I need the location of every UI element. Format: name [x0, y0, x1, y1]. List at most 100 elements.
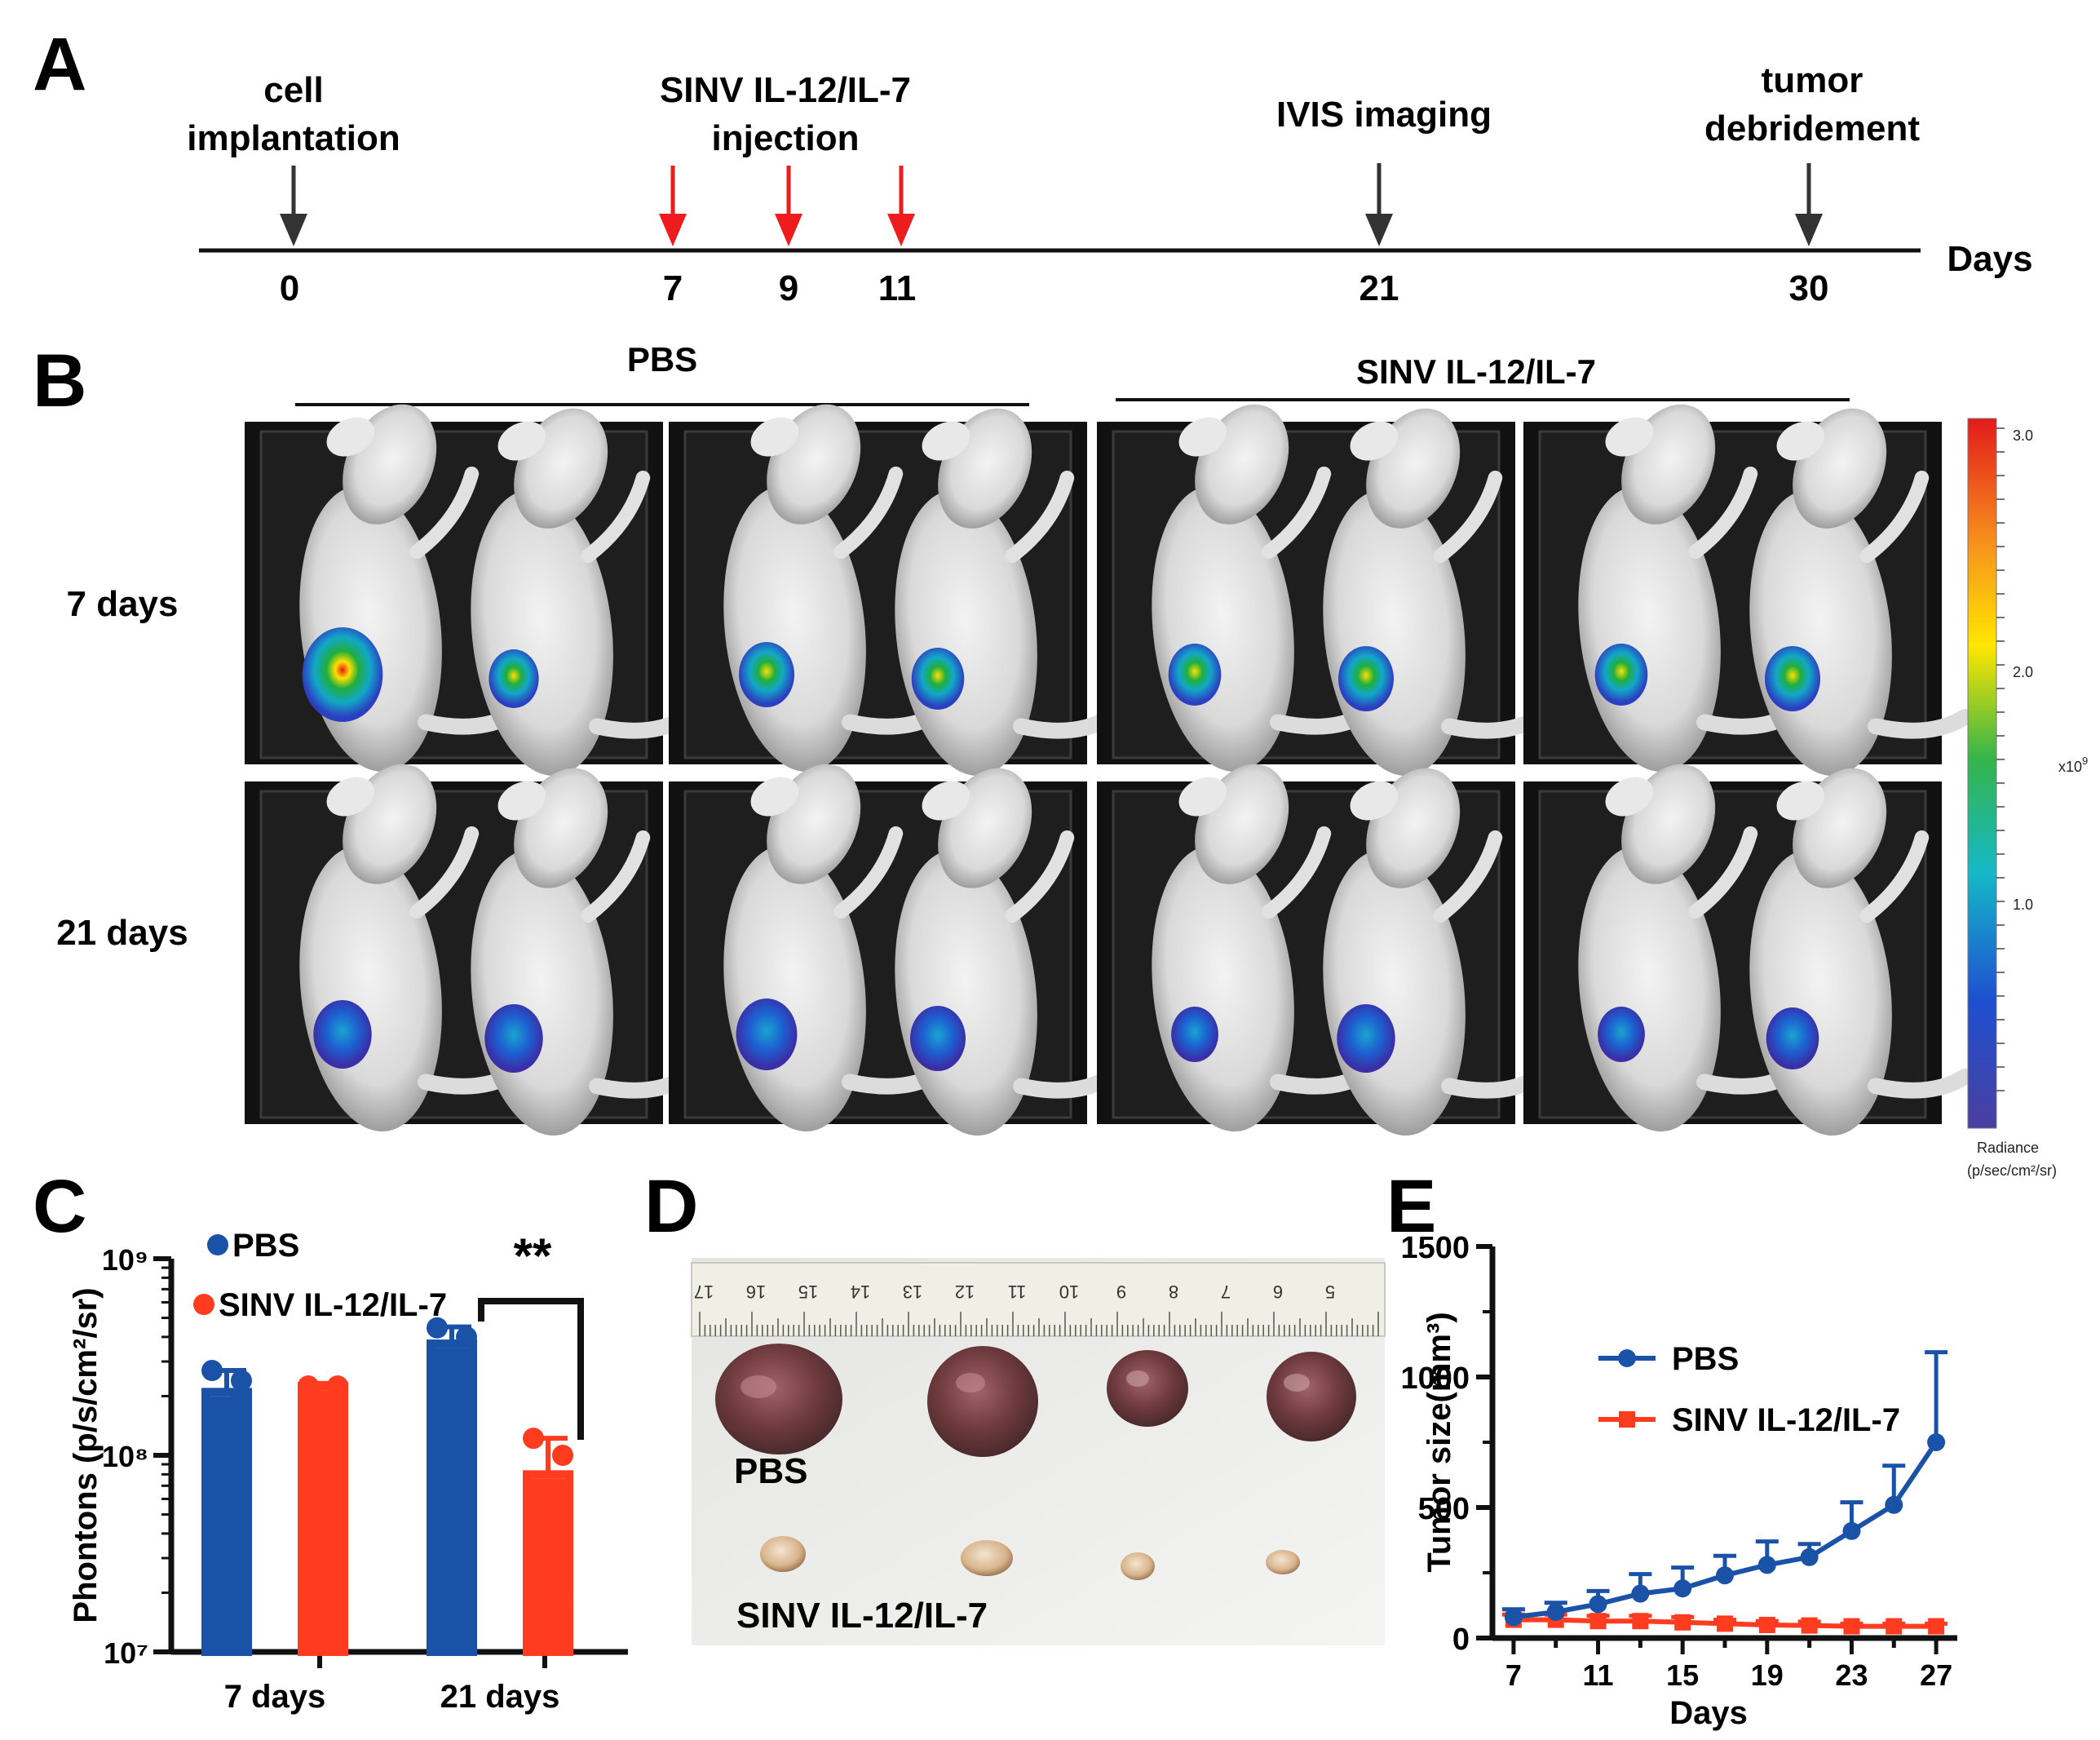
e-data-point: [1504, 1608, 1523, 1627]
tumor-signal: [911, 648, 965, 710]
c-x-tick-label: 21 days: [440, 1679, 560, 1715]
e-data-point: [1843, 1618, 1860, 1635]
c-data-point: [552, 1445, 573, 1466]
c-y-label: Phontons (p/s/cm²/sr): [68, 1287, 104, 1623]
e-legend-label: PBS: [1672, 1341, 1739, 1377]
ruler-ticks: 17 16 15 14 13 12 11 10 9 8 7 6 5: [694, 1282, 1379, 1336]
tick-day-0: 0: [280, 268, 299, 308]
ruler-mark: 10: [1059, 1282, 1079, 1302]
tumor-pbs-3: [1107, 1350, 1188, 1427]
e-series-sinv: [1501, 1611, 1948, 1635]
c-y-tick-label: 10⁸: [102, 1440, 148, 1473]
e-x-tick-label: 15: [1666, 1658, 1699, 1692]
mouse-ear: [497, 421, 546, 461]
mouse-ear: [750, 417, 799, 457]
mouse-ear: [497, 781, 546, 821]
colorbar-title-1: Radiance: [1977, 1140, 2039, 1156]
e-data-point: [1673, 1579, 1692, 1598]
c-data-point: [523, 1428, 544, 1450]
e-series-pbs: [1501, 1350, 1948, 1627]
colorbar-scale: x109: [2058, 755, 2088, 775]
e-series-line: [1513, 1441, 1939, 1620]
ruler-mark: 11: [1008, 1282, 1027, 1302]
photo-label-pbs: PBS: [734, 1451, 807, 1491]
c-data-point: [427, 1394, 448, 1416]
ivis-image-r1-c4: [1523, 404, 1974, 777]
panel-letter-c: C: [33, 1165, 86, 1248]
tumor-signal: [1598, 1007, 1645, 1062]
tumor-signal: [1766, 1007, 1819, 1069]
e-data-point: [1927, 1433, 1946, 1451]
colorbar-tick-1: 1.0: [2013, 897, 2033, 913]
e-x-tick-label: 23: [1835, 1658, 1868, 1692]
e-data-point: [1757, 1556, 1776, 1574]
c-data-point: [201, 1360, 223, 1382]
tick-day-30: 30: [1789, 268, 1829, 308]
ivis-image-r1-c1: [245, 404, 695, 777]
e-x-label: Days: [1669, 1695, 1748, 1731]
e-legend-marker: [1619, 1411, 1635, 1428]
e-data-point: [1716, 1566, 1734, 1585]
e-y-tick-label: 1500: [1400, 1231, 1470, 1265]
mouse-arm: [1859, 470, 1930, 564]
tumor-signal: [1337, 1004, 1395, 1073]
group-label-sinv: SINV IL-12/IL-7: [1356, 352, 1596, 391]
mouse-arm: [1262, 826, 1332, 919]
panel-letter-d: D: [644, 1165, 698, 1248]
event-label-debride-2: debridement: [1704, 108, 1920, 148]
c-data-point: [298, 1375, 319, 1397]
colorbar: 3.0 2.0 1.0 x109 Radiance (p/sec/cm²/sr): [1967, 418, 2088, 1179]
mouse-arm: [1688, 466, 1758, 560]
panel-letter-b: B: [33, 339, 86, 423]
e-data-point: [1758, 1617, 1775, 1633]
ivis-image-r1-c3: [1097, 404, 1547, 777]
event-label-ivis: IVIS imaging: [1276, 95, 1492, 135]
arrow-day-7: [659, 166, 687, 246]
c-bar-fill: [435, 1348, 469, 1652]
panel-letter-a: A: [33, 23, 86, 106]
c-bar-fill: [531, 1478, 565, 1652]
mouse-arm: [1005, 830, 1075, 923]
c-data-point: [523, 1522, 544, 1544]
tumor-sinv-1: [760, 1536, 806, 1572]
arrow-day-9: [775, 166, 802, 246]
panel-b-imaging: B PBS SINV IL-12/IL-7 7 days 21 days 3.0…: [33, 339, 2088, 1179]
e-x-tick-label: 19: [1751, 1658, 1784, 1692]
ruler-mark: 5: [1325, 1282, 1335, 1302]
mouse-leg: [1868, 708, 1974, 739]
e-data-point: [1589, 1595, 1607, 1614]
colorbar-minor-ticks: [1996, 427, 2005, 1091]
ruler-mark: 8: [1169, 1282, 1178, 1302]
colorbar-tick-2: 2.0: [2013, 664, 2033, 680]
c-legend-marker: [193, 1294, 214, 1315]
c-x-tick-label: 7 days: [224, 1679, 326, 1715]
photo-label-sinv: SINV IL-12/IL-7: [736, 1596, 988, 1636]
colorbar-title-2: (p/sec/cm²/sr): [1967, 1162, 2057, 1179]
arrow-day-11: [887, 166, 915, 246]
e-legend-label: SINV IL-12/IL-7: [1672, 1402, 1900, 1438]
e-legend-marker: [1618, 1349, 1636, 1367]
tick-day-11: 11: [878, 268, 917, 308]
e-x-tick-label: 7: [1505, 1658, 1522, 1692]
c-data-point: [552, 1596, 573, 1618]
mouse-ear: [1350, 421, 1399, 461]
mouse-ear: [922, 421, 970, 461]
ivis-image-r2-c2: [669, 764, 1119, 1136]
mouse-leg: [1868, 1068, 1974, 1099]
panel-d-tumor-photo: D 17 16 15 14 13 12 11 10 9 8 7 6 5 PBS SINV IL-12/I…: [644, 1165, 1386, 1645]
mouse-ear: [922, 781, 970, 821]
ruler-mark: 15: [798, 1282, 818, 1302]
e-x-tick-label: 11: [1583, 1658, 1614, 1692]
c-y-tick-label: 10⁹: [102, 1243, 148, 1277]
arrow-day-30: [1795, 163, 1823, 246]
mouse-arm: [581, 470, 651, 564]
mouse-ear: [326, 777, 375, 817]
colorbar-tick-3: 3.0: [2013, 427, 2033, 444]
tumor-signal: [1168, 644, 1222, 706]
tumor-sinv-2: [961, 1540, 1013, 1576]
tumor-signal: [736, 998, 798, 1070]
c-y-tick-label: 10⁷: [104, 1636, 148, 1670]
e-y-label: Tumor size(mm³): [1421, 1312, 1457, 1572]
c-bar-fill: [306, 1390, 340, 1652]
